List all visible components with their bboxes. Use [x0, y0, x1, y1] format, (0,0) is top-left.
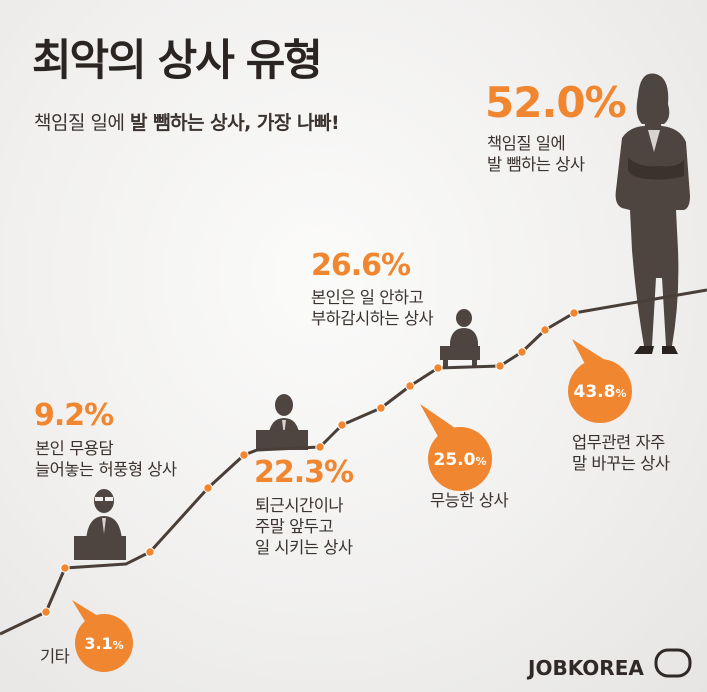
bubble-value-label: 25.0% [434, 450, 487, 470]
standing-woman-silhouette [615, 73, 690, 354]
logo-oval-icon [654, 648, 692, 678]
desk-boss-silhouette [74, 489, 126, 560]
category-label-overtime: 퇴근시간이나 주말 앞두고 일 시키는 상사 [255, 496, 353, 557]
step-dot [569, 308, 579, 318]
step-dot [337, 420, 347, 430]
bubble-value-label: 43.8% [574, 382, 627, 402]
category-label-surveil: 본인은 일 안하고 부하감시하는 상사 [311, 288, 434, 328]
value-label-52: 52.0% [485, 78, 627, 127]
category-label-other: 기타 [40, 647, 70, 666]
category-label-incompetent: 무능한 상사 [430, 491, 509, 510]
subtitle-regular: 책임질 일에 [34, 112, 130, 134]
category-label-flipflop: 업무관련 자주 말 바꾸는 상사 [572, 433, 670, 473]
value-bubble: 43.8% [568, 339, 632, 423]
step-dot [239, 450, 249, 460]
step-dot [405, 381, 415, 391]
step-dot [41, 607, 51, 617]
value-bubbles-layer: 3.1% 25.0% 43.8% [72, 339, 632, 672]
staircase-dots [41, 308, 579, 617]
step-dot [315, 442, 325, 452]
step-dot [540, 325, 550, 335]
step-dot [376, 403, 386, 413]
staircase-line [0, 288, 707, 636]
value-bubble: 3.1% [72, 600, 133, 672]
step-dot [495, 361, 505, 371]
page-subtitle: 책임질 일에 발 뺌하는 상사, 가장 나빠! [34, 108, 340, 135]
bubble-circle [75, 614, 133, 672]
value-label-22-3: 22.3% [254, 455, 354, 490]
value-bubble: 25.0% [420, 404, 492, 491]
value-label-9-2: 9.2% [34, 398, 114, 433]
desk-boss-silhouette [440, 309, 480, 368]
jobkorea-logo: JOBKOREA [528, 656, 644, 680]
step-dot [203, 483, 213, 493]
category-label-boast: 본인 무용담 늘어놓는 허풍형 상사 [35, 439, 177, 479]
step-dot [60, 563, 70, 573]
page-title: 최악의 상사 유형 [32, 36, 323, 86]
silhouettes-layer [74, 73, 690, 560]
step-dot [145, 547, 155, 557]
bubble-circle [568, 359, 632, 423]
bubble-circle [428, 427, 492, 491]
step-dot [433, 363, 443, 373]
value-label-26-6: 26.6% [311, 248, 411, 283]
step-dot [517, 347, 527, 357]
desk-boss-silhouette [256, 394, 308, 450]
subtitle-bold: 발 뺌하는 상사, 가장 나빠! [129, 112, 340, 134]
bubble-value-label: 3.1% [84, 634, 123, 653]
category-label-shirk: 책임질 일에 발 뺌하는 상사 [487, 134, 585, 174]
